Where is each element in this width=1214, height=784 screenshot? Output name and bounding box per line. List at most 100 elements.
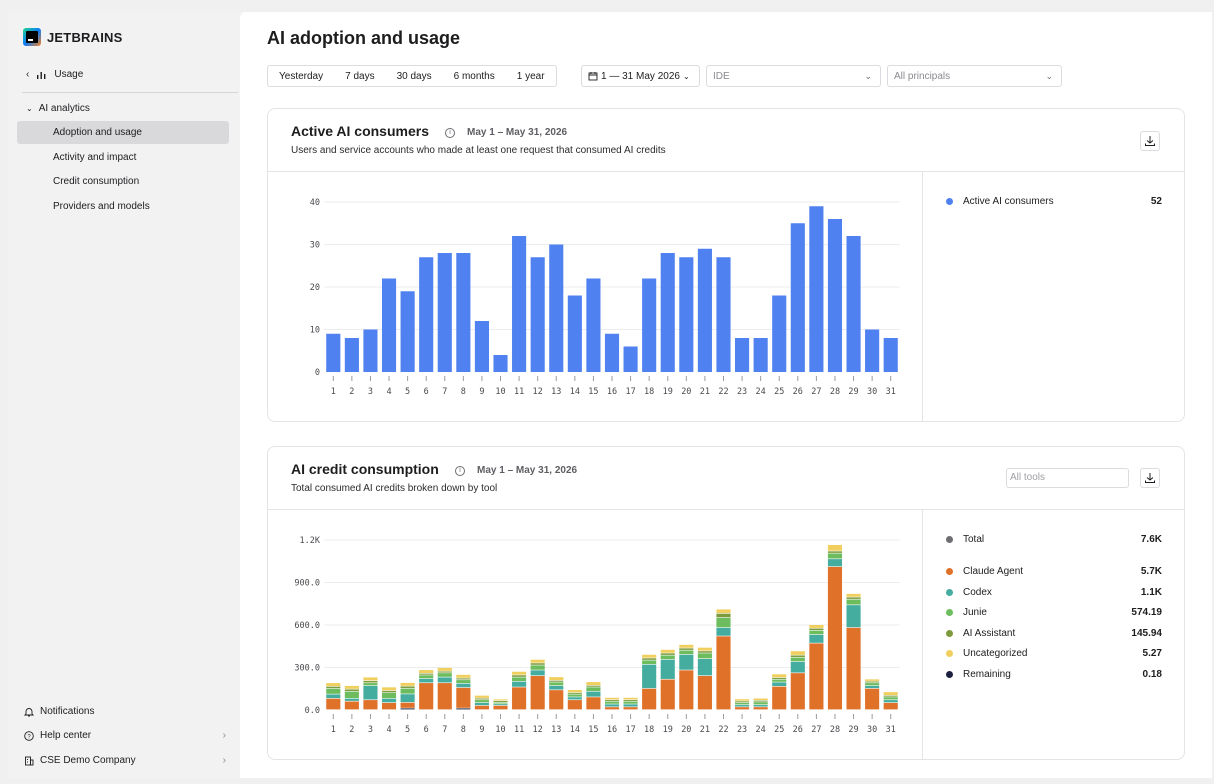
bar: [772, 295, 787, 372]
time-range-selector: Yesterday 7 days 30 days 6 months 1 year: [267, 65, 557, 87]
sidebar-item-credit-consumption[interactable]: Credit consumption: [53, 176, 140, 187]
download-button[interactable]: [1140, 131, 1160, 151]
legend-dot: [946, 568, 953, 575]
principals-select-placeholder: All principals: [894, 70, 951, 82]
legend-dot: [946, 588, 953, 596]
y-tick-label: 0.0: [305, 706, 320, 716]
bar-segment: [735, 705, 750, 707]
range-30-days[interactable]: 30 days: [396, 70, 432, 82]
card-header: [268, 447, 1184, 510]
download-button[interactable]: [1140, 468, 1160, 488]
x-tick-label: 14: [570, 387, 580, 397]
legend-item-remaining[interactable]: Remaining 0.18: [946, 669, 1162, 680]
legend-item-ai-assistant[interactable]: AI Assistant 145.94: [946, 628, 1162, 639]
range-1-year[interactable]: 1 year: [516, 70, 545, 82]
x-tick-label: 30: [867, 725, 877, 735]
bar-chart-icon: [37, 72, 46, 79]
back-link-label: Usage: [54, 69, 84, 80]
bar-segment: [660, 679, 675, 710]
bar-segment: [679, 644, 694, 648]
x-tick-label: 28: [830, 387, 840, 397]
range-yesterday[interactable]: Yesterday: [279, 70, 324, 82]
x-tick-label: 31: [886, 387, 896, 397]
bar-segment: [623, 701, 638, 704]
bar-segment: [735, 707, 750, 710]
x-tick-label: 4: [386, 725, 391, 735]
bar-segment: [679, 670, 694, 710]
credit-consumption-legend: Total 7.6K Claude Agent 5.7K Codex 1.1K Juni…: [922, 510, 1184, 760]
range-7-days[interactable]: 7 days: [345, 70, 375, 82]
x-tick-label: 23: [737, 725, 747, 735]
card-date-range: May 1 – May 31, 2026: [477, 465, 578, 476]
bar-segment: [326, 698, 341, 710]
x-tick-label: 5: [405, 387, 410, 397]
date-range-picker[interactable]: 1 — 31 May 2026 ⌄: [581, 65, 700, 87]
bar: [419, 257, 434, 372]
bar-segment: [437, 683, 452, 710]
x-tick-label: 20: [681, 725, 691, 735]
tools-filter-input[interactable]: All tools: [1006, 468, 1129, 488]
x-tick-label: 15: [588, 725, 598, 735]
legend-item-junie[interactable]: Junie 574.19: [946, 607, 1162, 618]
jetbrains-logo[interactable]: JETBRAINS: [23, 28, 122, 46]
legend-item-claude-agent[interactable]: Claude Agent 5.7K: [946, 566, 1162, 577]
x-tick-label: 16: [607, 387, 617, 397]
bar-segment: [642, 664, 657, 689]
bar-segment: [865, 683, 880, 686]
bar: [567, 295, 582, 372]
info-icon[interactable]: i: [455, 466, 465, 476]
bar-segment: [381, 702, 397, 710]
legend-item-codex[interactable]: Codex 1.1K: [946, 587, 1162, 598]
bar-segment: [883, 697, 898, 700]
bar-segment: [381, 693, 397, 699]
help-center-link[interactable]: ? Help center ›: [24, 730, 226, 741]
bar-segment: [363, 677, 378, 681]
help-center-label: Help center: [40, 730, 92, 741]
legend-item-total[interactable]: Total 7.6K: [946, 534, 1162, 545]
notifications-link[interactable]: Notifications: [24, 706, 224, 717]
legend-item-active-consumers[interactable]: Active AI consumers 52: [946, 196, 1162, 207]
bar: [790, 223, 805, 372]
company-switcher[interactable]: CSE Demo Company ›: [24, 755, 226, 766]
bar-segment: [512, 677, 527, 682]
bar-segment: [809, 643, 824, 710]
legend-dot: [946, 650, 953, 657]
bar-segment: [865, 688, 880, 710]
sidebar-item-adoption-and-usage[interactable]: Adoption and usage: [17, 121, 229, 144]
back-to-usage-link[interactable]: ‹ Usage: [26, 69, 83, 80]
bar-segment: [716, 627, 731, 636]
chevron-left-icon: ‹: [26, 69, 30, 80]
legend-item-uncategorized[interactable]: Uncategorized 5.27: [946, 648, 1162, 659]
legend-value: 1.1K: [1140, 586, 1162, 598]
bell-icon: [24, 707, 34, 716]
bar-segment: [344, 689, 359, 691]
ide-select[interactable]: IDE ⌄: [706, 65, 881, 87]
bar-segment: [456, 674, 471, 678]
bar-segment: [827, 559, 843, 567]
y-tick-label: 10: [310, 326, 320, 336]
principals-select[interactable]: All principals ⌄: [887, 65, 1062, 87]
bar-segment: [697, 659, 712, 676]
bar: [660, 253, 675, 372]
bar: [400, 291, 415, 372]
bar-segment: [679, 654, 694, 670]
info-icon[interactable]: i: [445, 128, 455, 138]
sidebar-item-activity-and-impact[interactable]: Activity and impact: [53, 152, 137, 163]
x-tick-label: 26: [793, 387, 803, 397]
brand-name: JETBRAINS: [47, 29, 123, 45]
bar-segment: [753, 705, 768, 707]
x-tick-label: 8: [461, 725, 466, 735]
legend-dot: [946, 609, 953, 616]
bar: [865, 329, 880, 372]
bar-segment: [883, 692, 898, 696]
bar-segment: [623, 707, 638, 710]
sidebar-item-providers-and-models[interactable]: Providers and models: [53, 201, 150, 212]
nav-group-ai-analytics[interactable]: ⌄ AI analytics: [26, 103, 90, 114]
range-6-months[interactable]: 6 months: [453, 70, 495, 82]
company-name: CSE Demo Company: [40, 755, 136, 766]
x-tick-label: 19: [663, 725, 673, 735]
bar-segment: [363, 683, 378, 686]
x-tick-label: 11: [514, 387, 524, 397]
bar-segment: [735, 701, 750, 703]
x-tick-label: 29: [848, 725, 858, 735]
